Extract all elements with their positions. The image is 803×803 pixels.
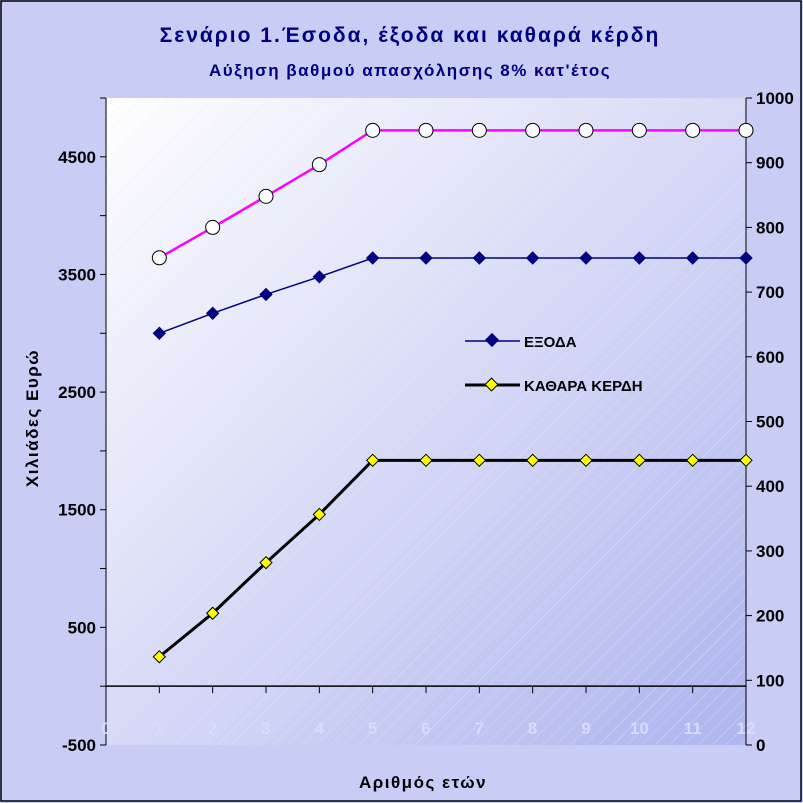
series-0-point-7 xyxy=(471,122,487,138)
x-tick-label: 12 xyxy=(737,719,756,738)
y-axis-label: Χιλιάδες Ευρώ xyxy=(23,349,42,487)
series-0-point-1 xyxy=(151,250,167,266)
x-tick-label: 3 xyxy=(261,719,270,738)
series-2-point-11 xyxy=(685,453,700,468)
series-0-point-3 xyxy=(258,188,274,204)
series-0-point-9 xyxy=(578,122,594,138)
series-1-point-10 xyxy=(632,251,647,265)
y-right-tick-label: 300 xyxy=(756,542,784,561)
y-right-tick-label: 600 xyxy=(756,348,784,367)
x-tick-label: 8 xyxy=(528,719,537,738)
y-left-tick-label: 500 xyxy=(68,618,96,637)
series-2-point-10 xyxy=(632,453,647,468)
legend: ΕΞΟΔΑ ΚΑΘΑΡΑ ΚΕΡΔΗ xyxy=(465,332,643,395)
legend-label-exoda: ΕΞΟΔΑ xyxy=(524,334,577,351)
y-right-tick-label: 1000 xyxy=(756,89,794,108)
series-0-point-11 xyxy=(685,122,701,138)
series-1-point-4 xyxy=(312,270,327,284)
series-2-point-5 xyxy=(365,453,380,468)
series-line-0 xyxy=(158,129,746,259)
series-2-point-2 xyxy=(205,606,220,620)
series-0-point-2 xyxy=(205,219,221,235)
x-tick-label: 11 xyxy=(684,719,702,738)
legend-marker-exoda xyxy=(484,332,500,348)
y-left-tick-label: 2500 xyxy=(58,383,96,402)
y-right-tick-label: 700 xyxy=(756,283,784,302)
series-0-point-5 xyxy=(365,122,381,138)
series-1-point-6 xyxy=(419,251,433,265)
chart-subtitle: Αύξηση βαθμού απασχόλησης 8% κατ'έτος xyxy=(209,61,611,80)
series-1-point-11 xyxy=(685,251,700,265)
series-2-point-3 xyxy=(259,555,273,570)
series-0-point-10 xyxy=(631,122,647,138)
series-0-point-12 xyxy=(738,122,754,138)
y-left-tick-label: -500 xyxy=(62,736,96,755)
y-left-tick-label: 3500 xyxy=(58,265,96,284)
series-1-point-3 xyxy=(259,287,273,302)
series-2-point-6 xyxy=(419,453,433,468)
series-2-point-7 xyxy=(472,453,487,468)
legend-label-kerdi: ΚΑΘΑΡΑ ΚΕΡΔΗ xyxy=(524,378,643,395)
series-2-point-12 xyxy=(739,453,753,468)
y-right-tick-label: 100 xyxy=(756,671,784,690)
series-1-point-12 xyxy=(739,251,753,265)
x-tick-label: 7 xyxy=(475,719,484,738)
series-layer xyxy=(151,122,754,664)
y-left-tick-label: 4500 xyxy=(58,148,96,167)
series-2-point-4 xyxy=(312,507,327,522)
series-0-point-4 xyxy=(311,157,327,173)
chart-title: Σενάριο 1.Έσοδα, έξοδα και καθαρά κέρδη xyxy=(160,24,661,47)
series-2-point-8 xyxy=(525,453,540,468)
y-right-tick-label: 800 xyxy=(756,218,784,237)
y-right-tick-label: 400 xyxy=(756,477,784,496)
x-tick-label: 0 xyxy=(101,719,110,738)
series-1-point-2 xyxy=(205,306,220,320)
y-right-tick-label: 0 xyxy=(756,736,765,755)
series-1-point-1 xyxy=(152,326,167,340)
x-tick-label: 5 xyxy=(368,719,377,738)
x-tick-label: 6 xyxy=(421,719,430,738)
y-right-tick-label: 900 xyxy=(756,154,784,173)
x-tick-label: 2 xyxy=(208,719,217,738)
series-0-point-6 xyxy=(418,122,434,138)
series-line-1 xyxy=(159,257,746,334)
series-2-point-1 xyxy=(152,650,167,664)
series-line-2 xyxy=(158,458,746,658)
y-right-tick-label: 200 xyxy=(756,607,784,626)
series-1-point-7 xyxy=(472,251,487,265)
series-1-point-5 xyxy=(365,251,380,265)
legend-marker-kerdi xyxy=(484,377,499,392)
y-right-tick-label: 500 xyxy=(756,413,784,432)
series-0-point-8 xyxy=(525,122,541,138)
x-axis-label: Αριθμός ετών xyxy=(359,773,487,792)
x-tick-label: 10 xyxy=(630,719,649,738)
plot-area-hatch xyxy=(106,98,746,745)
series-1-point-8 xyxy=(525,251,540,265)
x-tick-label: 4 xyxy=(315,719,325,738)
series-2-point-9 xyxy=(579,453,593,468)
x-tick-label: 1 xyxy=(155,719,164,738)
axes: -500500150025003500450001002003004005006… xyxy=(58,89,794,755)
x-tick-label: 9 xyxy=(581,719,590,738)
y-left-tick-label: 1500 xyxy=(58,501,96,520)
series-1-point-9 xyxy=(579,251,593,265)
